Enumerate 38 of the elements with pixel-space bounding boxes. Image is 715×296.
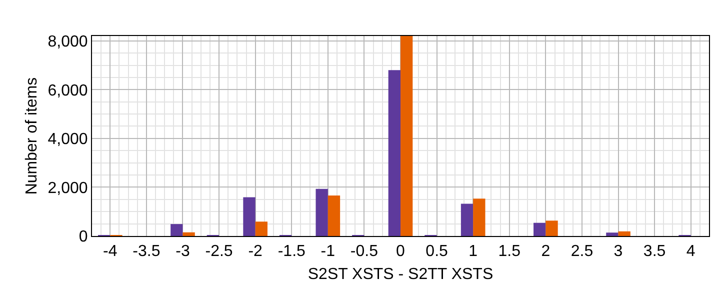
x-tick-label: -2: [248, 243, 263, 260]
x-tick-label: 3.5: [643, 243, 666, 260]
bar: [182, 232, 195, 236]
x-axis-title: S2ST XSTS - S2TT XSTS: [308, 266, 494, 283]
bar: [170, 224, 183, 236]
x-tick-label: 4: [686, 243, 696, 260]
bar: [534, 222, 546, 236]
x-tick-label: -3.5: [132, 243, 160, 260]
x-tick-label: -1.5: [278, 243, 306, 260]
y-tick-label: 6,000: [48, 82, 88, 100]
y-tick-label: 2,000: [48, 180, 88, 197]
y-tick-label: 8,000: [48, 33, 88, 50]
y-axis-title: Number of items: [24, 77, 41, 195]
x-tick-label: -0.5: [350, 243, 378, 260]
x-tick-label: 1: [468, 243, 478, 260]
bar: [606, 232, 618, 236]
x-tick-label: 0: [396, 243, 406, 260]
bar: [316, 188, 328, 236]
bar: [546, 220, 558, 236]
x-tick-label: 1.5: [498, 243, 521, 260]
bar: [618, 231, 630, 236]
x-tick-label: 0.5: [426, 243, 448, 260]
x-tick-label: 3: [614, 243, 623, 260]
bar: [243, 197, 256, 236]
bar: [473, 198, 486, 236]
x-tick-label: -4: [103, 243, 118, 260]
x-tick-label: 2.5: [570, 243, 594, 260]
y-tick-label: 0: [78, 228, 88, 246]
bar: [460, 204, 474, 236]
bar: [255, 222, 268, 236]
x-tick-label: -3: [176, 243, 190, 260]
bar: [328, 196, 340, 236]
bar: [388, 70, 400, 236]
bar: [400, 36, 413, 236]
x-tick-label: 2: [541, 243, 550, 260]
x-tick-label: -1: [320, 243, 336, 260]
x-tick-label: -2.5: [205, 243, 233, 260]
y-tick-label: 4,000: [48, 131, 88, 148]
